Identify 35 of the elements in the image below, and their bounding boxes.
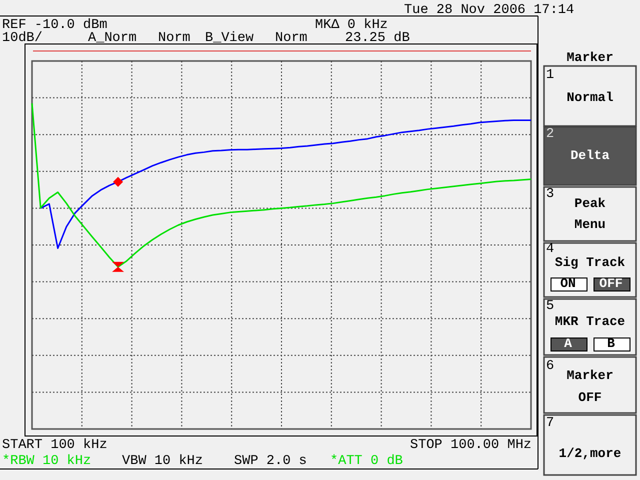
- text: A_Norm: [88, 31, 137, 46]
- text: Norm: [275, 31, 308, 46]
- text: Norm: [158, 31, 190, 46]
- text: STOP 100.00 MHz: [410, 438, 532, 453]
- text: Sig Track: [554, 255, 626, 270]
- text: 5: [546, 299, 554, 314]
- text: SWP 2.0 s: [234, 454, 307, 469]
- text: OFF: [578, 390, 602, 405]
- text: Menu: [574, 217, 606, 232]
- text: Marker: [566, 368, 614, 383]
- text: 2: [546, 127, 554, 142]
- text: B: [607, 336, 616, 351]
- text: OFF: [599, 276, 623, 291]
- text: ON: [560, 276, 576, 291]
- text: *RBW 10 kHz: [2, 454, 92, 469]
- text: 4: [546, 242, 554, 257]
- text: START 100 kHz: [2, 438, 108, 453]
- text: Peak: [574, 196, 606, 211]
- text: A: [564, 336, 572, 351]
- text: 6: [546, 359, 554, 374]
- text: 7: [546, 416, 554, 431]
- text: 10dB/: [2, 31, 43, 46]
- text: 1: [546, 68, 554, 83]
- text: MKR Trace: [554, 314, 626, 329]
- text: Tue 28 Nov 2006 17:14: [404, 3, 574, 18]
- text: B_View: [205, 31, 254, 46]
- text: Normal: [566, 90, 614, 105]
- text: MKΔ 0 kHz: [315, 18, 388, 33]
- text: *ATT 0 dB: [330, 454, 403, 469]
- text: 3: [546, 187, 554, 202]
- text: Delta: [570, 148, 610, 163]
- text: Marker: [566, 50, 614, 65]
- text: VBW 10 kHz: [122, 454, 204, 469]
- text: 1/2,more: [558, 446, 622, 461]
- text: 23.25 dB: [345, 31, 410, 46]
